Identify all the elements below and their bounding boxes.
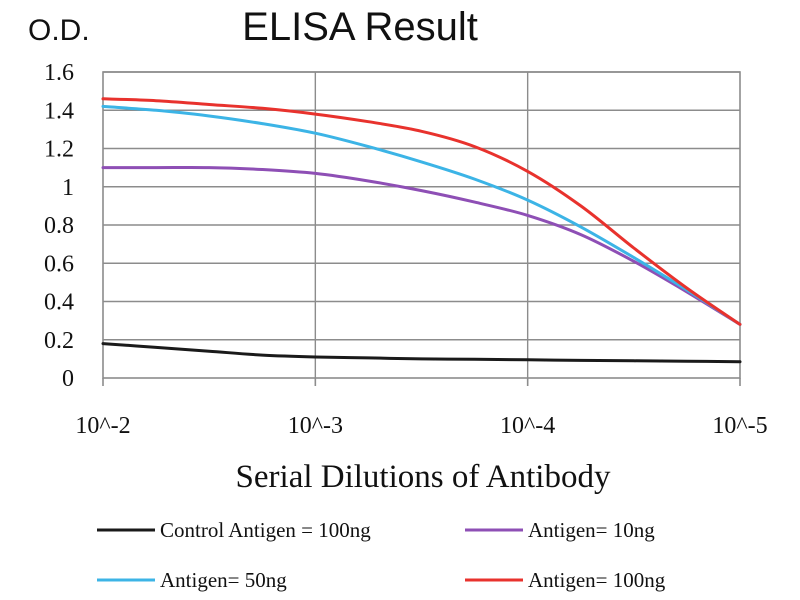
gridlines (103, 71, 740, 378)
legend-label: Control Antigen = 100ng (160, 518, 371, 542)
x-tick-labels: 10^-2 10^-3 10^-4 10^-5 (75, 413, 767, 439)
legend-label: Antigen= 100ng (528, 568, 666, 592)
y-axis-label: O.D. (28, 14, 90, 47)
series-line-4 (101, 97, 742, 326)
y-tick-label: 0.4 (44, 290, 74, 316)
axes (102, 71, 741, 386)
legend-label: Antigen= 50ng (160, 568, 287, 592)
legend-label: Antigen= 10ng (528, 518, 655, 542)
y-tick-label: 0 (62, 366, 74, 392)
x-axis-label: Serial Dilutions of Antibody (236, 459, 611, 495)
x-tick-label: 10^-3 (288, 413, 343, 439)
series-line-3 (101, 104, 742, 326)
y-tick-label: 1.4 (44, 98, 74, 124)
y-tick-label: 0.2 (44, 328, 74, 354)
legend: Control Antigen = 100ng Antigen= 10ng Anti… (97, 518, 666, 592)
y-tick-label: 1.6 (44, 60, 74, 86)
x-tick-label: 10^-4 (500, 413, 555, 439)
y-tick-labels: 0 0.2 0.4 0.6 0.8 1 1.2 1.4 1.6 (44, 60, 74, 392)
x-tick-label: 10^-2 (75, 413, 130, 439)
y-tick-label: 1.2 (44, 137, 74, 163)
chart-title: ELISA Result (242, 5, 478, 49)
series-line-1 (101, 342, 742, 364)
plot-frame (102, 71, 741, 379)
series-line-2 (101, 165, 742, 326)
x-tick-label: 10^-5 (712, 413, 767, 439)
y-tick-label: 0.6 (44, 251, 74, 277)
y-tick-label: 1 (62, 175, 74, 201)
y-tick-label: 0.8 (44, 213, 74, 239)
series-lines (101, 97, 742, 364)
